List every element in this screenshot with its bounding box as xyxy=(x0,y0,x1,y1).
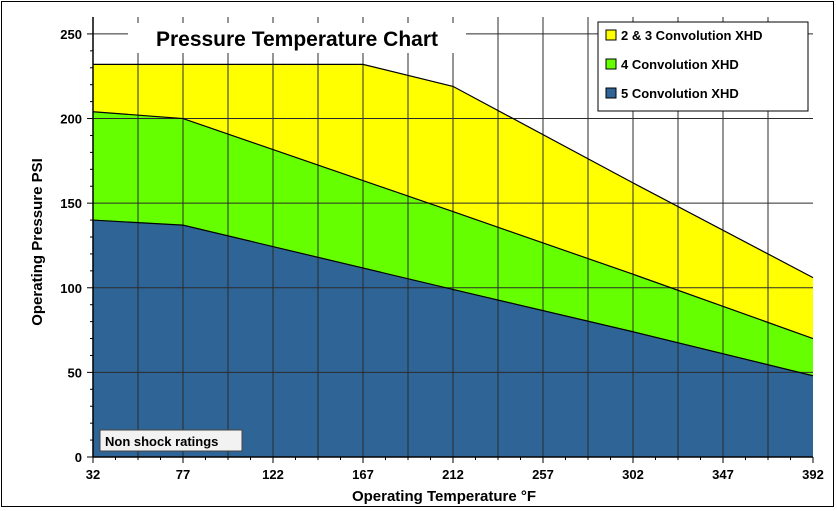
legend-label: 5 Convolution XHD xyxy=(621,86,739,101)
legend-swatch xyxy=(605,87,617,99)
x-tick-label: 392 xyxy=(802,467,824,482)
x-tick-label: 32 xyxy=(86,467,100,482)
legend-swatch xyxy=(605,58,617,70)
line-4-convolution-xhd xyxy=(92,111,814,340)
legend: 2 & 3 Convolution XHD 4 Convolution XHD 5 … xyxy=(597,21,809,112)
x-tick-label: 167 xyxy=(352,467,374,482)
title-background xyxy=(128,23,466,53)
annotation-text: Non shock ratings xyxy=(105,434,218,449)
y-tick-label: 150 xyxy=(60,196,82,211)
y-tick-label: 100 xyxy=(60,281,82,296)
x-tick-label: 302 xyxy=(622,467,644,482)
y-tick-label: 250 xyxy=(60,27,82,42)
legend-label: 2 & 3 Convolution XHD xyxy=(621,28,763,43)
x-tick-label: 122 xyxy=(262,467,284,482)
chart-title: Pressure Temperature Chart xyxy=(156,28,438,51)
annotation: Non shock ratings xyxy=(99,429,243,452)
y-tick-label: 200 xyxy=(60,112,82,127)
annotation-box xyxy=(99,429,243,452)
x-tick-label: 347 xyxy=(712,467,734,482)
x-axis-label: Operating Temperature °F xyxy=(352,488,536,505)
line-2-3-convolution-xhd xyxy=(93,63,814,279)
y-axis-label: Operating Pressure PSI xyxy=(29,158,46,326)
legend-swatch xyxy=(605,29,617,41)
pressure-temperature-chart: 32 77 122 167 212 257 302 347 392 0 50 100 150 200 250… xyxy=(29,17,824,505)
x-tick-label: 212 xyxy=(442,467,464,482)
x-tick-label: 257 xyxy=(532,467,554,482)
y-tick-label: 0 xyxy=(75,450,82,465)
x-tick-label: 77 xyxy=(176,467,190,482)
line-5-convolution-xhd xyxy=(92,219,814,377)
y-tick-label: 50 xyxy=(68,365,82,380)
legend-label: 4 Convolution XHD xyxy=(621,57,739,72)
legend-box xyxy=(597,21,809,112)
